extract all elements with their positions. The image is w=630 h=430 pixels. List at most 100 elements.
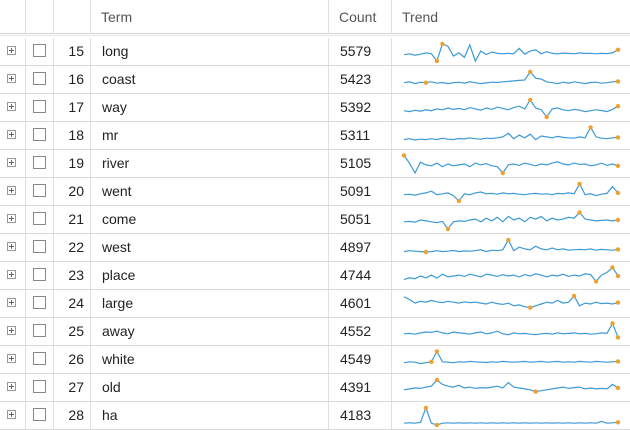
term-cell: place xyxy=(91,262,329,289)
table-row[interactable]: 25 away 4552 xyxy=(0,318,630,346)
plus-square-icon[interactable] xyxy=(7,186,16,195)
sparkline-path xyxy=(403,350,619,365)
sparkline-marker xyxy=(593,279,599,284)
sparkline-marker xyxy=(615,135,621,140)
select-cell xyxy=(26,290,54,317)
table-row[interactable]: 24 large 4601 xyxy=(0,290,630,318)
row-checkbox[interactable] xyxy=(33,72,46,85)
sparkline-path xyxy=(403,43,619,63)
header-count[interactable]: Count xyxy=(329,0,392,34)
sparkline-marker xyxy=(615,47,621,52)
sparkline-path xyxy=(403,238,619,253)
plus-square-icon[interactable] xyxy=(7,298,16,307)
table-row[interactable]: 18 mr 5311 xyxy=(0,122,630,150)
plus-square-icon[interactable] xyxy=(7,214,16,223)
table-row[interactable]: 28 ha 4183 xyxy=(0,402,630,430)
sparkline-marker xyxy=(571,293,577,299)
table-row[interactable]: 20 went 5091 xyxy=(0,178,630,206)
row-checkbox[interactable] xyxy=(33,212,46,225)
sparkline-marker xyxy=(423,80,429,85)
plus-square-icon[interactable] xyxy=(7,102,16,111)
trend-cell xyxy=(392,178,630,205)
select-cell xyxy=(26,150,54,177)
trend-sparkline xyxy=(403,349,621,365)
sparkline-path xyxy=(403,126,619,141)
plus-square-icon[interactable] xyxy=(7,326,16,335)
plus-square-icon[interactable] xyxy=(7,46,16,55)
sparkline-marker xyxy=(506,237,511,243)
term-cell: river xyxy=(91,150,329,177)
sparkline-marker xyxy=(445,226,451,232)
plus-square-icon[interactable] xyxy=(7,74,16,83)
select-cell xyxy=(26,66,54,93)
term-cell: went xyxy=(91,178,329,205)
row-checkbox[interactable] xyxy=(33,128,46,141)
sparkline-marker xyxy=(528,305,533,310)
table-row[interactable]: 17 way 5392 xyxy=(0,94,630,122)
grid-header: Term Count Trend xyxy=(0,0,630,36)
sparkline-marker xyxy=(434,349,440,354)
term-cell: away xyxy=(91,318,329,345)
row-checkbox[interactable] xyxy=(33,44,46,57)
term-cell: large xyxy=(91,290,329,317)
expander-cell xyxy=(0,402,26,429)
sparkline-marker xyxy=(500,170,505,176)
plus-square-icon[interactable] xyxy=(7,130,16,139)
sparkline-marker xyxy=(615,104,621,109)
count-cell: 5579 xyxy=(329,38,392,65)
term-cell: white xyxy=(91,346,329,373)
term-cell: ha xyxy=(91,402,329,429)
row-index: 22 xyxy=(54,234,91,261)
sparkline-marker xyxy=(615,335,621,340)
header-trend[interactable]: Trend xyxy=(402,9,439,25)
trend-sparkline xyxy=(403,377,621,394)
select-cell xyxy=(26,94,54,121)
count-cell: 5392 xyxy=(329,94,392,121)
expander-cell xyxy=(0,318,26,345)
table-row[interactable]: 27 old 4391 xyxy=(0,374,630,402)
sparkline-marker xyxy=(401,153,407,158)
row-checkbox[interactable] xyxy=(33,156,46,169)
row-checkbox[interactable] xyxy=(33,100,46,113)
row-checkbox[interactable] xyxy=(33,352,46,365)
sparkline-marker xyxy=(434,422,440,428)
plus-square-icon[interactable] xyxy=(7,242,16,251)
plus-square-icon[interactable] xyxy=(7,158,16,167)
row-checkbox[interactable] xyxy=(33,380,46,393)
table-row[interactable]: 19 river 5105 xyxy=(0,150,630,178)
count-cell: 4391 xyxy=(329,374,392,401)
plus-square-icon[interactable] xyxy=(7,270,16,279)
row-index: 24 xyxy=(54,290,91,317)
table-row[interactable]: 22 west 4897 xyxy=(0,234,630,262)
row-checkbox[interactable] xyxy=(33,296,46,309)
sparkline-path xyxy=(403,182,619,202)
select-cell xyxy=(26,402,54,429)
row-checkbox[interactable] xyxy=(33,324,46,337)
table-row[interactable]: 23 place 4744 xyxy=(0,262,630,290)
row-index: 18 xyxy=(54,122,91,149)
table-row[interactable]: 26 white 4549 xyxy=(0,346,630,374)
header-term[interactable]: Term xyxy=(91,0,329,34)
table-row[interactable]: 16 coast 5423 xyxy=(0,66,630,94)
select-cell xyxy=(26,122,54,149)
expander-cell xyxy=(0,150,26,177)
count-cell: 4549 xyxy=(329,346,392,373)
sparkline-marker xyxy=(544,114,549,120)
row-index: 16 xyxy=(54,66,91,93)
select-cell xyxy=(26,234,54,261)
expander-cell xyxy=(0,262,26,289)
plus-square-icon[interactable] xyxy=(7,410,16,419)
row-checkbox[interactable] xyxy=(33,240,46,253)
row-checkbox[interactable] xyxy=(33,184,46,197)
expander-cell xyxy=(0,122,26,149)
sparkline-path xyxy=(403,155,619,175)
sparkline-marker xyxy=(423,405,429,411)
row-checkbox[interactable] xyxy=(33,408,46,421)
plus-square-icon[interactable] xyxy=(7,354,16,363)
row-checkbox[interactable] xyxy=(33,268,46,281)
table-row[interactable]: 21 come 5051 xyxy=(0,206,630,234)
row-index: 23 xyxy=(54,262,91,289)
plus-square-icon[interactable] xyxy=(7,382,16,391)
trend-cell xyxy=(392,346,630,373)
table-row[interactable]: 15 long 5579 xyxy=(0,38,630,66)
